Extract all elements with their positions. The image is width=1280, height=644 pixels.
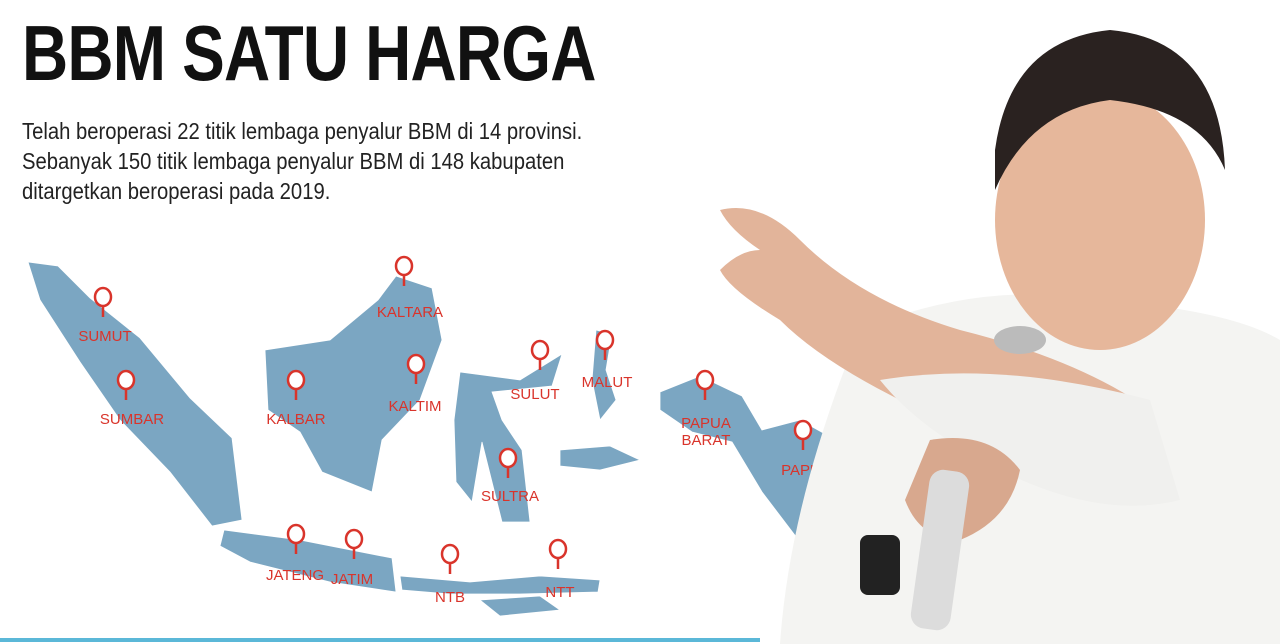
- location-label: NTT: [545, 584, 574, 601]
- map-pin-icon: [406, 353, 426, 384]
- map-location-sumut: SUMUT: [78, 286, 132, 345]
- map-pin-icon: [530, 339, 550, 370]
- island-seram: [559, 445, 642, 471]
- map-location-malut: MALUT: [582, 329, 633, 391]
- map-location-kaltim: KALTIM: [388, 353, 442, 415]
- map-location-ntb: NTB: [435, 543, 465, 606]
- island-java: [219, 529, 397, 593]
- map-pin-icon: [695, 369, 715, 400]
- map-pin-icon: [595, 329, 615, 360]
- map-pin-icon: [498, 447, 518, 478]
- map-pin-icon: [286, 523, 306, 554]
- map-pin-icon: [344, 528, 364, 559]
- map-pin-icon: [793, 419, 813, 450]
- location-label: SULTRA: [481, 488, 539, 505]
- island-timor: [478, 595, 562, 617]
- location-label: BARAT: [682, 432, 731, 449]
- location-label: KALTARA: [377, 304, 443, 321]
- map-pin-icon: [93, 286, 113, 317]
- map-pin-icon: [116, 369, 136, 400]
- location-label: NTB: [435, 589, 465, 606]
- map-pin-icon: [440, 543, 460, 574]
- map-location-jatim: JATIM: [331, 528, 373, 588]
- description: Telah beroperasi 22 titik lembaga penyal…: [22, 116, 582, 206]
- map-islands: [27, 261, 837, 617]
- island-sumatra: [27, 261, 243, 527]
- map-location-kalbar: KALBAR: [266, 369, 326, 428]
- map-location-sultra: SULTRA: [481, 447, 539, 505]
- accent-line: [0, 638, 760, 642]
- map-pin-icon: [548, 538, 568, 569]
- map-location-jateng: JATENG: [266, 523, 324, 584]
- description-line: Telah beroperasi 22 titik lembaga penyal…: [22, 118, 583, 144]
- map-location-sulut: SULUT: [510, 339, 560, 403]
- map-pin-icon: [286, 369, 306, 400]
- location-label: KALBAR: [266, 411, 325, 428]
- location-label: SUMUT: [78, 328, 131, 345]
- island-sulawesi: [453, 353, 563, 523]
- location-label: MALUT: [582, 374, 633, 391]
- map-location-sumbar: SUMBAR: [100, 369, 164, 428]
- location-label: SULUT: [510, 386, 559, 403]
- description-line: ditargetkan beroperasi pada 2019.: [22, 178, 331, 204]
- map-location-ntt: NTT: [545, 538, 575, 601]
- location-label: JATENG: [266, 567, 324, 584]
- island-nusa-tenggara: [399, 575, 601, 595]
- location-label: PAPUA: [681, 415, 731, 432]
- location-label: SUMBAR: [100, 411, 164, 428]
- location-label: KALTIM: [388, 398, 441, 415]
- page-title: BBM SATU HARGA: [22, 9, 596, 97]
- map-pins: SUMUT SUMBAR KALBAR KALTARA KALTIM SULUT MALUT…: [78, 255, 831, 606]
- location-label: JATIM: [331, 571, 373, 588]
- island-kalimantan: [264, 275, 443, 493]
- description-line: Sebanyak 150 titik lembaga penyalur BBM …: [22, 148, 565, 174]
- map-pin-icon: [394, 255, 414, 286]
- map-location-kaltara: KALTARA: [377, 255, 443, 321]
